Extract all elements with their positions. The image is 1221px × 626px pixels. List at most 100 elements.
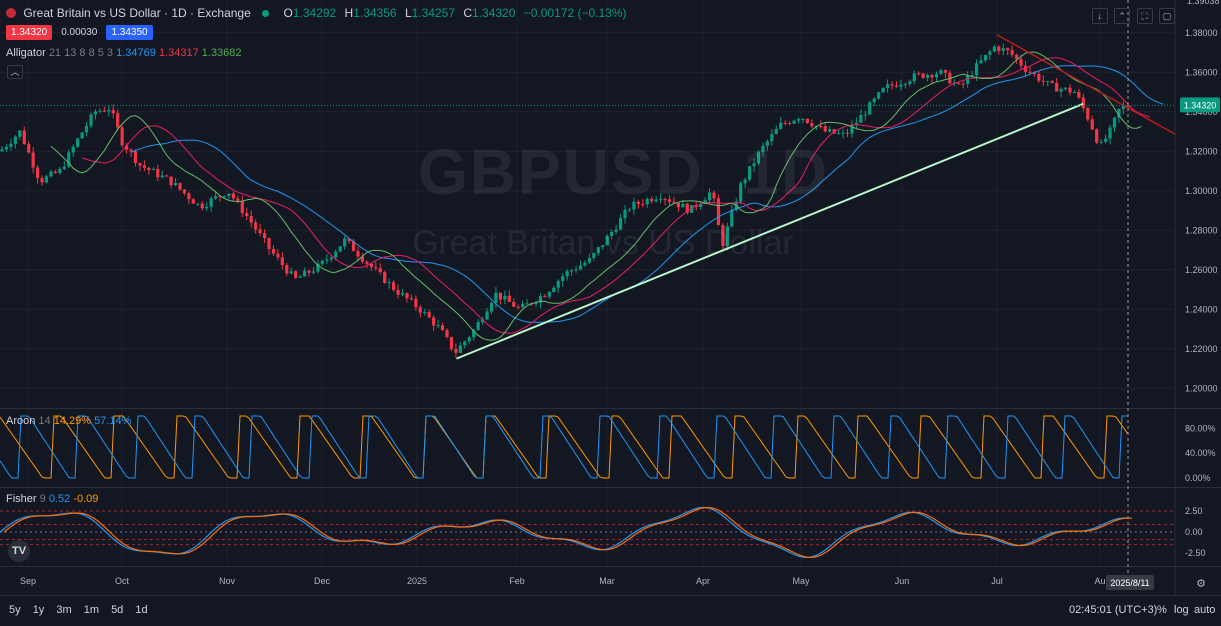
candle [49,171,53,177]
candle [236,198,240,201]
auto-toggle[interactable]: auto [1194,604,1216,616]
candle [1059,88,1063,92]
candle [748,166,752,180]
candle [298,276,302,278]
candle [9,143,13,147]
range-1y[interactable]: 1y [32,604,45,616]
candle [387,282,391,284]
time-axis-label: Feb [509,576,525,586]
candle [209,198,213,207]
candle [227,193,231,197]
candle [534,302,538,304]
candle [40,177,44,183]
chart-canvas[interactable]: 1.380001.360001.340001.320001.300001.280… [0,0,1221,595]
arrow-down-icon[interactable]: ↓ [1091,8,1108,24]
candle [583,262,587,266]
fullscreen-icon[interactable]: ▢ [1159,8,1175,24]
candle [863,114,867,116]
candle [418,307,422,313]
collapse-pane-icon[interactable]: ⌃ [1114,8,1131,24]
candle [191,199,195,204]
candle [129,149,133,152]
candle [369,263,373,268]
candle [699,203,703,208]
candle [1095,129,1099,143]
time-axis-label: Apr [696,576,710,586]
candle [200,203,204,209]
range-5y[interactable]: 5y [9,604,21,616]
candle [859,115,863,123]
range-5d[interactable]: 5d [111,604,124,616]
alligator-legend[interactable]: Alligator 21 13 8 8 5 3 1.34769 1.34317 … [6,47,242,59]
candle [116,113,120,128]
candle [231,193,235,199]
candle [565,271,569,277]
candle [169,176,173,186]
candle [1010,50,1014,55]
candle [1126,105,1130,108]
candle [76,138,80,147]
candle [939,70,943,74]
candle [351,241,356,252]
candle [805,118,810,123]
pane-controls: ↓ ⌃ ⛶ ▢ [1090,6,1175,24]
candle [409,298,413,300]
candle [685,203,689,213]
candle [396,289,400,295]
aroon-tick-label: 40.00% [1185,448,1216,458]
candle [525,303,529,305]
candle [0,149,4,152]
candle [837,133,841,135]
candle [276,253,280,258]
candle [930,75,934,78]
candle [650,199,654,202]
candle [1023,65,1028,72]
candle [347,238,351,242]
aroon-tick-label: 0.00% [1185,473,1211,483]
candle [792,120,796,124]
candle [1068,87,1072,93]
clock[interactable]: 02:45:01 (UTC+3) [1069,604,1158,616]
tradingview-logo-icon[interactable]: TV [8,540,30,562]
candle [957,82,961,84]
candle [98,110,102,112]
candle [663,198,667,200]
log-toggle[interactable]: log [1174,604,1189,616]
candle [458,345,462,353]
sell-button[interactable]: 1.34320 [6,25,53,40]
symbol-title: Great Britain vs US Dollar · 1D · Exchan… [23,6,251,20]
fisher-legend[interactable]: Fisher 9 0.52 -0.09 [6,493,99,505]
candle [102,110,106,112]
candle [1028,71,1032,73]
symbol-legend[interactable]: Great Britain vs US Dollar · 1D · Exchan… [6,6,627,20]
candle [427,312,431,318]
percent-toggle[interactable]: % [1157,604,1167,616]
candle [18,130,22,137]
candle [218,196,222,198]
candle [627,209,632,211]
candle [360,256,365,262]
candle [1046,81,1050,83]
candle [285,265,289,274]
candle [730,210,734,227]
watermark-name: Great Britan vs US Dollar [412,224,794,262]
buy-button[interactable]: 1.34350 [106,25,153,40]
candle [1055,82,1059,92]
range-3m[interactable]: 3m [56,604,72,616]
candle [881,87,885,93]
candle [716,198,721,226]
maximize-pane-icon[interactable]: ⛶ [1136,8,1153,24]
time-axis-label: Dec [314,576,331,586]
candle [899,84,903,87]
candle [4,146,9,150]
candle [992,46,996,52]
candle [343,238,347,247]
candle [133,151,138,164]
range-1m[interactable]: 1m [83,604,99,616]
candle [667,199,672,202]
range-1d[interactable]: 1d [135,604,148,616]
candle [258,229,262,234]
aroon-legend[interactable]: Aroon 14 14.29% 57.14% [6,415,132,427]
chevron-up-icon[interactable]: ︿ [7,65,23,79]
time-axis-label: Nov [219,576,236,586]
